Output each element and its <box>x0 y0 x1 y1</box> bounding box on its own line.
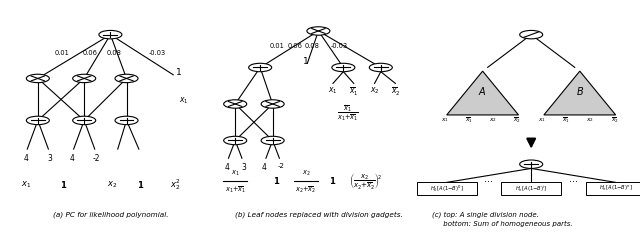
Text: $x_1$: $x_1$ <box>231 168 239 178</box>
Text: ...: ... <box>484 174 493 184</box>
Text: $H_n[A(1{-}B)^n]$: $H_n[A(1{-}B)^n]$ <box>599 184 632 194</box>
Text: 0.08: 0.08 <box>305 43 319 49</box>
Text: $\mathbf{1}$: $\mathbf{1}$ <box>137 179 144 190</box>
Text: -2: -2 <box>278 163 284 169</box>
Text: $A$: $A$ <box>478 85 487 97</box>
Circle shape <box>369 63 392 72</box>
Text: ...: ... <box>569 174 578 184</box>
Text: $\overline{x}_1$: $\overline{x}_1$ <box>465 116 473 125</box>
Text: $\mathbf{1}$: $\mathbf{1}$ <box>330 175 337 186</box>
Text: $x_2$: $x_2$ <box>301 168 310 178</box>
Text: $\mathbf{1}$: $\mathbf{1}$ <box>60 179 68 190</box>
Text: 0.06: 0.06 <box>83 50 98 56</box>
Text: $\overline{x}_2$: $\overline{x}_2$ <box>513 116 522 125</box>
Text: $x_1$: $x_1$ <box>20 179 31 190</box>
Text: $x_2$: $x_2$ <box>370 86 380 96</box>
Circle shape <box>115 116 138 125</box>
Circle shape <box>26 74 49 83</box>
Text: $x_2^2$: $x_2^2$ <box>170 177 180 192</box>
Text: (b) Leaf nodes replaced with division gadgets.: (b) Leaf nodes replaced with division ga… <box>234 212 403 218</box>
Text: 4: 4 <box>225 163 229 172</box>
Circle shape <box>224 100 247 108</box>
Circle shape <box>520 160 543 168</box>
Circle shape <box>307 27 330 35</box>
Text: $\!\left(\dfrac{x_2}{x_2{+}\overline{x}_2}\right)^{\!\!2}$: $\!\left(\dfrac{x_2}{x_2{+}\overline{x}_… <box>350 171 382 191</box>
Text: $\dfrac{\overline{x}_1}{x_1{+}\overline{x}_1}$: $\dfrac{\overline{x}_1}{x_1{+}\overline{… <box>337 103 358 123</box>
Circle shape <box>332 63 355 72</box>
Text: -2: -2 <box>93 154 100 163</box>
Circle shape <box>224 136 247 145</box>
Text: 0.01: 0.01 <box>54 50 69 56</box>
Text: $1$: $1$ <box>175 66 182 77</box>
Text: -0.03: -0.03 <box>148 50 165 56</box>
Text: $H_0[A(1{-}B)^0]$: $H_0[A(1{-}B)^0]$ <box>430 184 463 194</box>
Text: $\overline{x}_1$: $\overline{x}_1$ <box>349 86 358 98</box>
Text: $x_1$: $x_1$ <box>179 95 189 106</box>
Text: $x_1$: $x_1$ <box>441 116 449 124</box>
Text: 0.01: 0.01 <box>269 43 284 49</box>
Text: $x_1{+}\overline{x}_1$: $x_1{+}\overline{x}_1$ <box>225 184 246 194</box>
FancyBboxPatch shape <box>417 182 477 195</box>
Text: 3: 3 <box>47 154 52 163</box>
Polygon shape <box>447 71 518 115</box>
Text: $1$: $1$ <box>303 55 309 66</box>
Text: $\mathbf{1}$: $\mathbf{1}$ <box>273 175 280 186</box>
Text: bottom: Sum of homogeneous parts.: bottom: Sum of homogeneous parts. <box>432 221 573 227</box>
FancyBboxPatch shape <box>501 182 561 195</box>
Text: $x_2$: $x_2$ <box>108 179 118 190</box>
Text: 4: 4 <box>70 154 74 163</box>
Text: $x_2$: $x_2$ <box>489 116 497 124</box>
Circle shape <box>73 116 96 125</box>
Text: $\overline{x}_2$: $\overline{x}_2$ <box>611 116 619 125</box>
Text: $x_2{+}\overline{x}_2$: $x_2{+}\overline{x}_2$ <box>295 184 317 194</box>
Text: $B$: $B$ <box>576 85 584 97</box>
Text: 3: 3 <box>241 163 246 172</box>
Text: 4: 4 <box>23 154 28 163</box>
Text: $\overline{x}_1$: $\overline{x}_1$ <box>562 116 570 125</box>
Circle shape <box>261 136 284 145</box>
Text: 0.08: 0.08 <box>107 50 122 56</box>
Polygon shape <box>544 71 616 115</box>
Circle shape <box>520 30 543 39</box>
Circle shape <box>26 116 49 125</box>
FancyBboxPatch shape <box>586 182 640 195</box>
Text: $H_n[A(1{-}B)^i]$: $H_n[A(1{-}B)^i]$ <box>515 184 547 194</box>
Text: 4: 4 <box>262 163 267 172</box>
Text: $x_1$: $x_1$ <box>538 116 546 124</box>
Text: (a) PC for likelihood polynomial.: (a) PC for likelihood polynomial. <box>52 212 168 218</box>
Text: -0.03: -0.03 <box>331 43 348 49</box>
Text: $\overline{x}_2$: $\overline{x}_2$ <box>390 86 400 98</box>
Circle shape <box>115 74 138 83</box>
Circle shape <box>249 63 272 72</box>
Circle shape <box>73 74 96 83</box>
Text: (c) top: A single division node.: (c) top: A single division node. <box>432 212 539 218</box>
Text: 0.06: 0.06 <box>288 43 303 49</box>
Circle shape <box>261 100 284 108</box>
Text: $x_2$: $x_2$ <box>586 116 595 124</box>
Circle shape <box>99 30 122 39</box>
Text: $x_1$: $x_1$ <box>328 86 338 96</box>
